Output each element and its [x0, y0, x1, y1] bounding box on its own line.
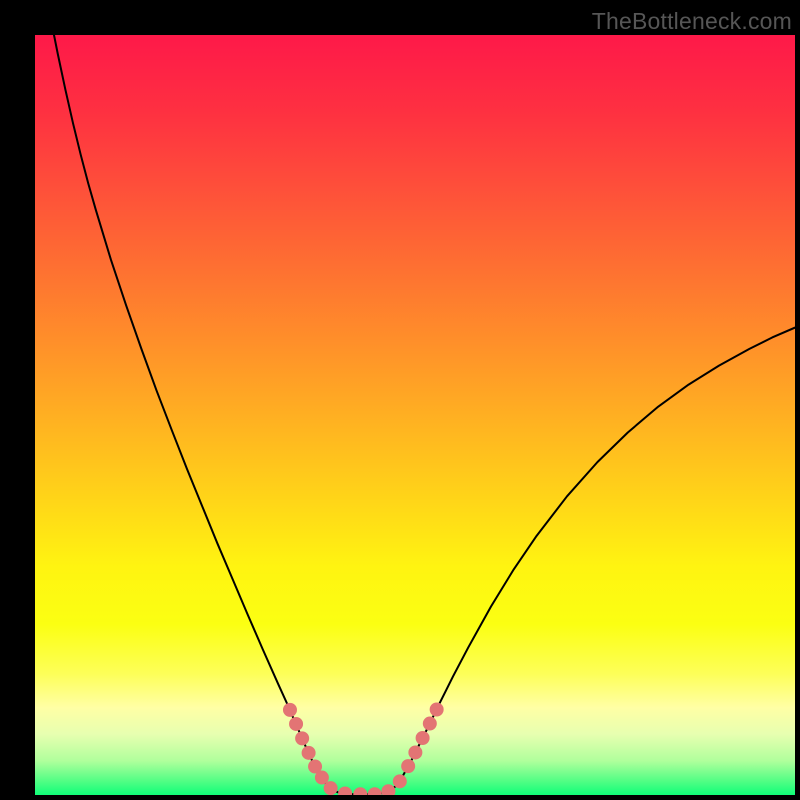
curve-marker — [315, 771, 328, 784]
curve-marker — [416, 732, 429, 745]
curve-marker — [290, 717, 303, 730]
curve-marker — [409, 746, 422, 759]
plot-area — [35, 35, 795, 795]
plot-svg — [35, 35, 795, 795]
gradient-background — [35, 35, 795, 795]
curve-marker — [382, 785, 395, 795]
curve-marker — [339, 787, 352, 795]
curve-marker — [430, 703, 443, 716]
curve-marker — [324, 782, 337, 795]
curve-marker — [423, 717, 436, 730]
curve-marker — [283, 703, 296, 716]
curve-marker — [393, 775, 406, 788]
watermark-text: TheBottleneck.com — [592, 8, 792, 35]
curve-marker — [302, 746, 315, 759]
curve-marker — [402, 760, 415, 773]
chart-frame: TheBottleneck.com — [0, 0, 800, 800]
curve-marker — [296, 732, 309, 745]
